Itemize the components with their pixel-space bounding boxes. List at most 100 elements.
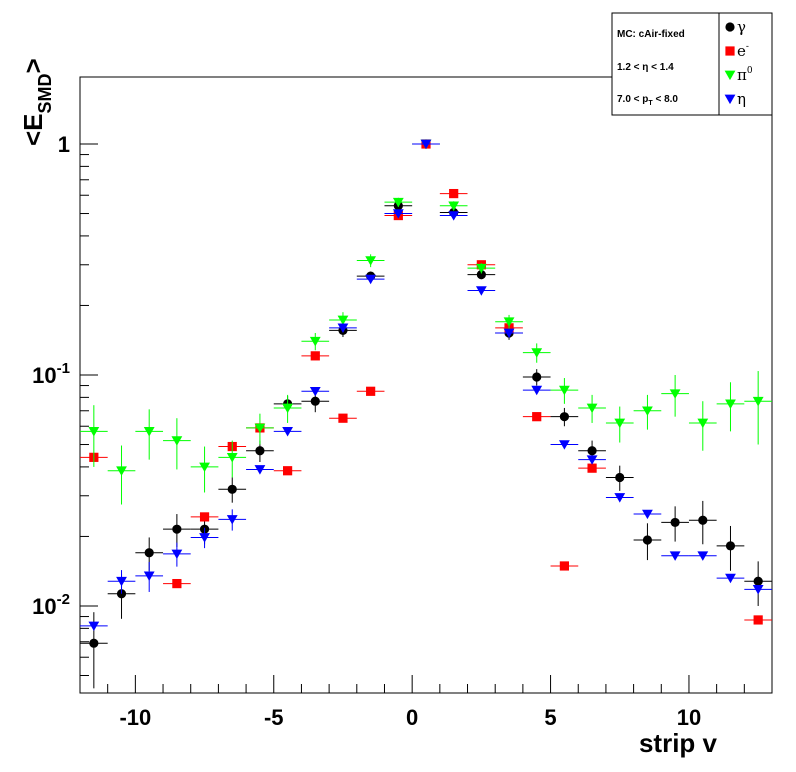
data-point [226, 453, 238, 463]
data-point [338, 413, 348, 423]
data-point [254, 423, 266, 434]
data-point [725, 541, 736, 551]
info-line-mc: MC: cAir-fixed [617, 29, 685, 40]
data-point [171, 549, 183, 560]
data-point [172, 578, 182, 589]
data-point [752, 585, 764, 595]
data-point [283, 466, 293, 476]
data-point [753, 615, 763, 625]
data-point [449, 188, 459, 199]
data-point [531, 348, 543, 358]
data-point [310, 351, 320, 361]
data-point [309, 386, 321, 397]
data-point [587, 463, 597, 473]
data-point [448, 201, 460, 211]
y-axis-title-sub: SMD [35, 73, 55, 113]
data-point [697, 418, 709, 429]
data-point [88, 427, 100, 437]
legend-box: MC: cAir-fixed 1.2 < η < 1.4 7.0 < pT < … [611, 12, 773, 116]
data-point [475, 263, 487, 274]
x-axis-title: strip v [639, 728, 718, 758]
legend-label: e- [737, 42, 749, 60]
info-line-eta: 1.2 < η < 1.4 [617, 62, 674, 73]
x-tick-label: 5 [544, 705, 556, 730]
axes: -10 -5 0 5 10 1 10-1 10-2 [32, 132, 773, 730]
legend-label: γ [737, 18, 746, 36]
data-point [199, 533, 210, 543]
data-point [698, 515, 708, 525]
x-tick-label: -10 [119, 705, 151, 730]
data-point [615, 472, 625, 483]
data-point [586, 455, 598, 465]
data-point [392, 209, 404, 219]
data-point [725, 399, 736, 409]
data-point [531, 385, 543, 396]
data-point [227, 484, 237, 494]
data-point [503, 328, 515, 339]
y-tick-label: 10-1 [32, 360, 70, 388]
data-point [586, 403, 598, 414]
data-point [365, 256, 377, 266]
data-point [670, 517, 680, 528]
data-point [642, 509, 653, 520]
data-point [116, 466, 127, 476]
data-point [559, 385, 570, 396]
data-point [642, 535, 653, 545]
data-point [614, 418, 626, 429]
data-point [642, 406, 653, 416]
y-axis-title-close: > [18, 58, 48, 73]
data-point [614, 493, 626, 503]
data-point [337, 315, 349, 326]
x-tick-label: 10 [677, 705, 701, 730]
data-point [143, 427, 155, 437]
x-tick-label: 0 [406, 705, 418, 730]
legend-label: π0 [737, 66, 753, 84]
data-point [532, 372, 542, 382]
data-point [282, 403, 293, 414]
plot-frame [79, 76, 773, 694]
data-point [89, 638, 99, 648]
data-point [171, 436, 183, 446]
data-point [392, 197, 404, 208]
data-point [725, 573, 736, 584]
data-point [199, 512, 210, 522]
data-point [143, 571, 155, 581]
y-axis-title: <ESMD> [18, 58, 55, 146]
y-tick-label: 1 [58, 132, 70, 157]
data-point [172, 524, 182, 534]
legend-frame [611, 12, 773, 116]
data-point [669, 389, 681, 399]
data-point [587, 446, 597, 456]
legend-entries: γ e-π0 η [724, 18, 753, 108]
data-point [88, 621, 100, 632]
data-point [282, 427, 293, 437]
series-2 [80, 139, 772, 505]
data-point [116, 576, 127, 587]
x-tick-label: -5 [264, 705, 284, 730]
legend-marker [724, 94, 736, 105]
data-point [476, 270, 486, 280]
data-point [199, 462, 210, 473]
data-point [669, 551, 681, 561]
data-point [532, 412, 542, 422]
series-3 [80, 139, 772, 632]
data-marks [80, 139, 772, 689]
data-point [337, 323, 349, 333]
data-point [559, 440, 570, 450]
legend-marker [725, 22, 735, 32]
data-point [753, 576, 763, 586]
data-point [226, 515, 238, 525]
y-axis-title-main: <E [18, 113, 48, 146]
data-point [309, 336, 321, 347]
data-point [310, 396, 320, 406]
data-point [697, 551, 709, 561]
data-point [752, 396, 764, 407]
data-point [254, 465, 266, 475]
legend-label: η [737, 90, 746, 108]
data-point [503, 317, 515, 327]
data-point [475, 286, 487, 296]
data-point [559, 412, 570, 422]
legend-marker [724, 70, 736, 81]
